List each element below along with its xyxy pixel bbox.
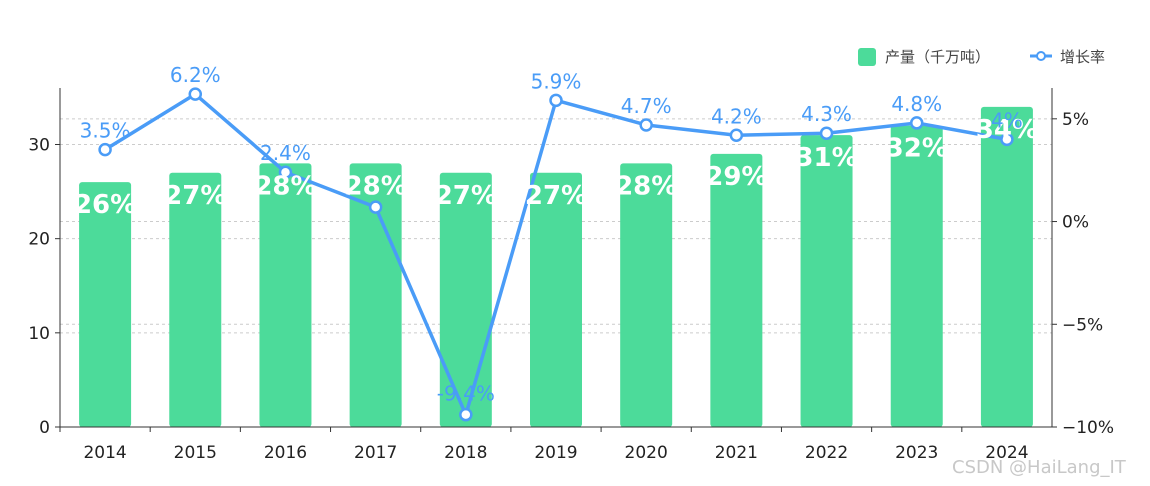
- x-tick-label: 2017: [354, 443, 397, 463]
- bar: [620, 163, 673, 428]
- right-tick-label: 0%: [1062, 213, 1089, 233]
- legend: 产量（千万吨） 增长率: [858, 48, 1105, 66]
- left-tick-label: 30: [28, 136, 50, 156]
- line-point: [909, 116, 924, 130]
- x-tick-label: 2024: [985, 443, 1028, 463]
- bar-data-label: 27%: [525, 181, 587, 211]
- bar: [800, 135, 853, 428]
- line-data-label: 3.5%: [80, 119, 131, 143]
- line-data-label: 4.7%: [621, 94, 672, 118]
- line-data-label: 4.2%: [711, 104, 762, 128]
- x-tick-label: 2020: [625, 443, 668, 463]
- bar-data-label: 28%: [345, 171, 407, 201]
- left-tick-label: 20: [28, 230, 50, 250]
- x-tick-label: 2021: [715, 443, 758, 463]
- bar: [530, 172, 582, 427]
- line-data-label: 4%: [991, 108, 1023, 132]
- bar: [259, 163, 312, 428]
- bar: [349, 163, 402, 428]
- bar-data-label: 27%: [435, 181, 497, 211]
- bar-data-label: 28%: [254, 171, 316, 201]
- line-point: [188, 87, 203, 101]
- bar-data-label: 32%: [886, 134, 948, 164]
- x-tick-label: 2016: [264, 443, 307, 463]
- watermark: CSDN @HaiLang_IT: [952, 457, 1127, 478]
- bar-data-label: 26%: [74, 190, 136, 220]
- right-tick-label: −10%: [1062, 418, 1114, 438]
- x-tick-label: 2014: [83, 443, 126, 463]
- right-tick-label: −5%: [1062, 315, 1103, 335]
- x-tick-label: 2015: [174, 443, 217, 463]
- bar-data-label: 34%: [976, 115, 1038, 145]
- legend-swatch-bar: [858, 48, 876, 66]
- bar-series: [79, 106, 1033, 428]
- bar: [710, 153, 763, 427]
- line-point: [459, 407, 473, 422]
- bar: [980, 106, 1033, 427]
- x-tick-label: 2023: [895, 443, 938, 463]
- line-point: [729, 128, 744, 143]
- line-point: [1000, 132, 1014, 147]
- line-point: [819, 126, 834, 140]
- x-tick-label: 2019: [534, 443, 577, 463]
- left-tick-label: 10: [28, 324, 50, 344]
- legend-label-bar: 产量（千万吨）: [885, 48, 990, 66]
- legend-swatch-dot: [1036, 51, 1046, 61]
- bar-data-label: 28%: [615, 171, 677, 201]
- bar: [169, 172, 222, 427]
- line-data-label: 2.4%: [260, 141, 311, 165]
- right-tick-label: 5%: [1062, 110, 1089, 130]
- bar-data-label: 27%: [164, 181, 226, 211]
- legend-label-line: 增长率: [1060, 48, 1105, 66]
- bar-data-label: 31%: [795, 143, 857, 173]
- line-point: [98, 142, 112, 157]
- line-data-label: -9.4%: [437, 382, 495, 406]
- left-tick-label: 0: [39, 418, 50, 438]
- x-tick-label: 2018: [444, 443, 487, 463]
- line-point: [368, 200, 383, 214]
- line-data-label: 5.9%: [531, 69, 582, 93]
- line-point: [549, 93, 563, 108]
- line-point: [639, 118, 653, 132]
- data-labels: 26% 27% 28% 28% 27% 27% 28% 29% 31% 32% 34% 3.5% 6.2…: [74, 63, 1038, 406]
- tick-labels: 0 10 20 30 −10% −5% 0% 5% 2014 2015 2016 2017 2018 20…: [28, 110, 1114, 463]
- line-data-label: 6.2%: [170, 63, 221, 87]
- line-point: [278, 165, 293, 179]
- bar-data-label: 29%: [705, 162, 767, 192]
- x-tick-label: 2022: [805, 443, 848, 463]
- line-series: [98, 87, 1014, 422]
- bar: [890, 125, 943, 428]
- line-data-label: 4.3%: [801, 102, 852, 126]
- bar: [79, 182, 132, 427]
- line-data-label: 4.8%: [891, 92, 942, 116]
